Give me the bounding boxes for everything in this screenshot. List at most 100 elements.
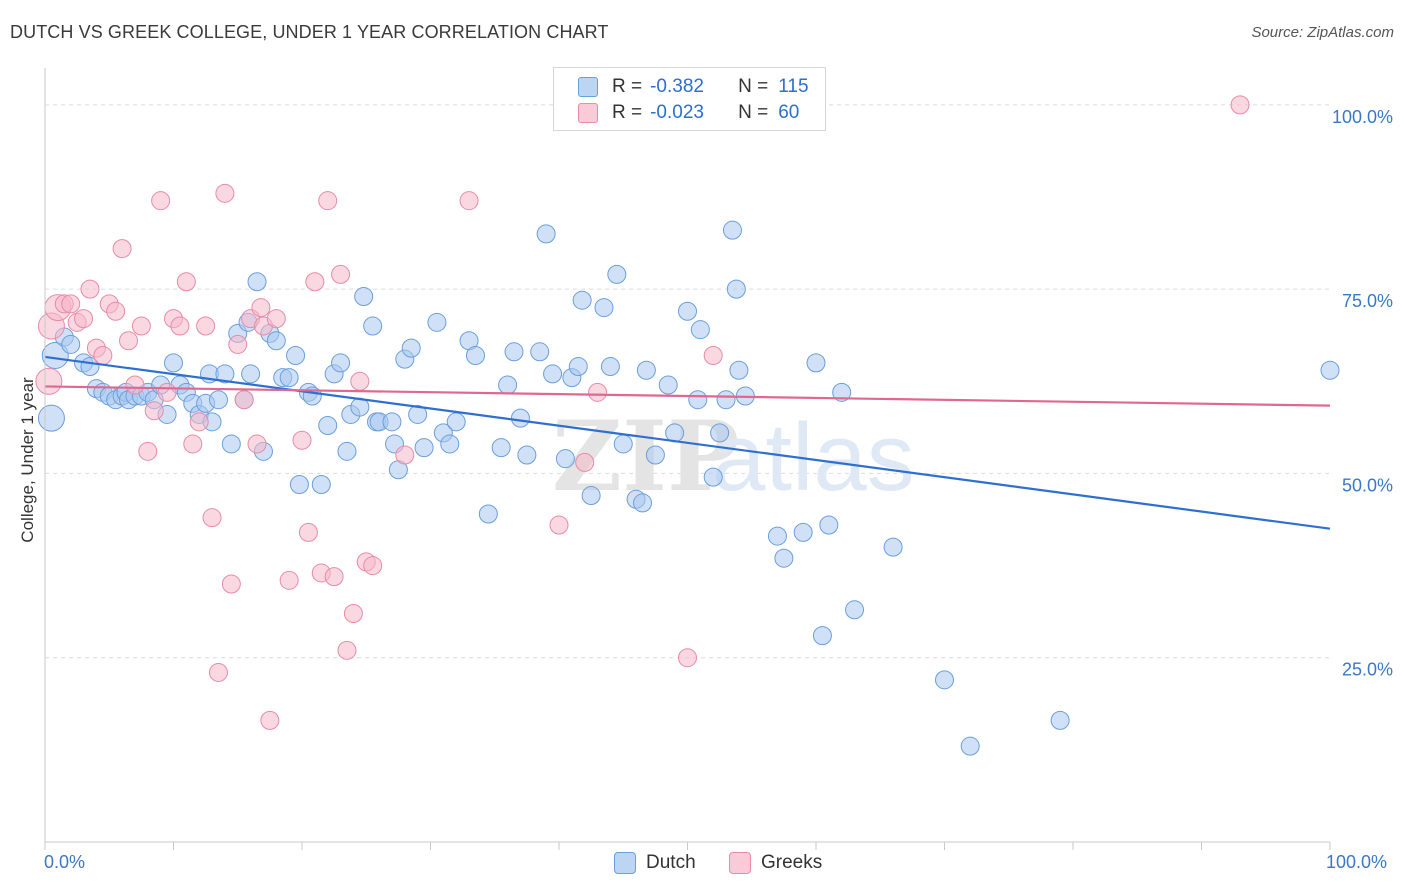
greeks-point-27: [208, 662, 228, 682]
dutch-point-107: [819, 515, 839, 535]
greeks-point-59: [1230, 95, 1250, 115]
dutch-point-77: [555, 449, 575, 469]
greeks-point-18: [151, 191, 171, 211]
greeks-point-48: [350, 371, 370, 391]
greeks-point-50: [363, 556, 383, 576]
dutch-point-45: [318, 416, 338, 436]
dutch-point-104: [793, 522, 813, 542]
greeks-point-0: [35, 367, 63, 395]
greeks-point-31: [234, 390, 254, 410]
dutch-point-99: [726, 279, 746, 299]
dutch-point-92: [678, 301, 697, 321]
dutch-swatch: [578, 77, 598, 97]
series-legend: Dutch Greeks: [0, 852, 1406, 876]
dutch-point-74: [530, 342, 550, 362]
greeks-point-41: [305, 272, 325, 292]
dutch-point-79: [568, 357, 588, 377]
dutch-point-62: [427, 312, 447, 332]
points-layer: [35, 95, 1340, 756]
dutch-point-83: [600, 357, 620, 377]
dutch-r-label: R =: [612, 76, 643, 97]
greeks-point-17: [144, 401, 164, 421]
greeks-point-29: [221, 574, 241, 594]
dutch-point-33: [241, 364, 261, 384]
source-credit: Source: ZipAtlas.com: [1251, 24, 1394, 41]
stats-row-greeks: R = -0.023 N = 60: [578, 101, 799, 125]
dutch-point-81: [581, 486, 601, 506]
greeks-point-47: [343, 603, 363, 623]
greeks-point-30: [228, 334, 248, 354]
dutch-point-47: [331, 353, 351, 373]
dutch-point-102: [767, 526, 787, 546]
greeks-point-33: [247, 434, 267, 454]
legend-dutch-label: Dutch: [646, 852, 696, 873]
dutch-point-61: [414, 438, 434, 458]
dutch-point-68: [478, 504, 498, 524]
dutch-point-89: [645, 445, 665, 465]
dutch-point-75: [536, 224, 556, 244]
dutch-point-82: [594, 298, 614, 318]
greeks-point-14: [125, 375, 145, 395]
greeks-point-51: [395, 445, 415, 465]
dutch-point-108: [832, 382, 852, 402]
dutch-point-72: [510, 408, 530, 428]
dutch-trend-line: [44, 355, 1331, 530]
greeks-point-36: [260, 710, 280, 730]
dutch-point-40: [286, 345, 306, 365]
dutch-point-98: [722, 220, 742, 240]
dutch-point-84: [607, 264, 627, 284]
greeks-point-6: [74, 309, 94, 329]
y-tick-label-75: 75.0%: [1342, 291, 1393, 311]
greeks-point-38: [279, 570, 299, 590]
dutch-point-112: [960, 736, 980, 756]
dutch-point-113: [1050, 710, 1070, 730]
greeks-n-value: 60: [778, 102, 800, 123]
greeks-point-9: [93, 345, 113, 365]
greeks-point-12: [112, 239, 132, 259]
dutch-point-93: [688, 390, 708, 410]
dutch-point-51: [354, 287, 374, 307]
greeks-point-56: [678, 648, 697, 668]
dutch-r-value: -0.382: [650, 76, 704, 97]
greeks-point-16: [138, 441, 158, 461]
greeks-point-11: [106, 301, 126, 321]
dutch-point-110: [883, 537, 903, 557]
greeks-point-7: [80, 279, 100, 299]
greeks-point-4: [61, 294, 81, 314]
dutch-point-60: [408, 404, 428, 424]
dutch-n-label: N =: [738, 76, 769, 97]
greeks-point-57: [703, 345, 723, 365]
dutch-point-114: [1320, 360, 1340, 380]
x-tick-min: 0.0%: [44, 852, 86, 872]
dutch-point-111: [935, 670, 954, 690]
dutch-point-105: [806, 353, 826, 373]
dutch-point-28: [215, 364, 235, 384]
grid-layer: [45, 104, 1330, 659]
greeks-point-55: [588, 382, 608, 402]
greeks-point-21: [170, 316, 190, 336]
chart-title: DUTCH VS GREEK COLLEGE, UNDER 1 YEAR COR…: [10, 22, 609, 42]
greeks-r-value: -0.023: [650, 102, 704, 123]
greeks-point-53: [549, 515, 569, 535]
x-tick-max: 100.0%: [1326, 852, 1388, 872]
dutch-point-1: [41, 341, 69, 369]
watermark-atlas: atlas: [712, 404, 915, 511]
dutch-point-64: [440, 434, 460, 454]
legend-item-greeks[interactable]: Greeks: [729, 852, 822, 874]
dutch-point-41: [289, 474, 309, 494]
greeks-point-54: [575, 452, 595, 472]
greeks-point-44: [324, 567, 344, 587]
dutch-point-96: [710, 423, 730, 443]
dutch-point-48: [337, 441, 357, 461]
dutch-point-88: [636, 360, 656, 380]
dutch-point-97: [716, 390, 736, 410]
greeks-point-37: [266, 309, 286, 329]
legend-item-dutch[interactable]: Dutch: [614, 852, 696, 874]
dutch-point-59: [401, 338, 421, 358]
dutch-point-37: [266, 331, 286, 351]
dutch-point-65: [446, 412, 466, 432]
dutch-point-90: [658, 375, 678, 395]
legend-greeks-label: Greeks: [761, 852, 823, 873]
y-tick-label-25: 25.0%: [1342, 660, 1393, 680]
greeks-point-46: [337, 640, 357, 660]
